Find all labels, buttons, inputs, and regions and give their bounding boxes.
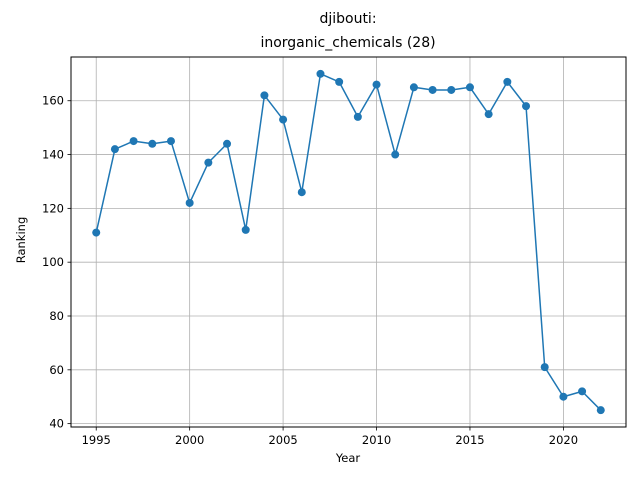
y-axis-ticks: 40 60 80 100 120 140 160 — [42, 94, 71, 431]
x-axis-label: Year — [335, 451, 361, 465]
data-point — [297, 188, 306, 197]
data-point — [166, 137, 175, 146]
data-point — [447, 85, 456, 94]
data-point — [391, 150, 400, 159]
data-point — [279, 115, 288, 124]
data-point — [559, 392, 568, 401]
data-point — [465, 83, 474, 92]
y-tick-label: 60 — [49, 363, 64, 377]
data-point — [596, 406, 605, 415]
data-point — [223, 139, 232, 148]
chart-title-line-1: djibouti: — [319, 11, 376, 27]
data-point — [129, 137, 138, 146]
grid-lines — [71, 57, 626, 427]
chart-title-line-2: inorganic_chemicals (28) — [260, 35, 435, 51]
data-series — [92, 69, 605, 415]
data-point — [148, 139, 157, 148]
data-point — [578, 387, 587, 396]
y-tick-label: 40 — [49, 417, 64, 431]
y-tick-label: 160 — [42, 94, 64, 108]
data-point — [353, 112, 362, 121]
plot-frame — [70, 56, 627, 428]
data-point — [110, 145, 119, 154]
data-point — [503, 77, 512, 86]
y-tick-label: 120 — [42, 201, 64, 215]
data-point — [260, 91, 269, 100]
data-point — [522, 102, 531, 111]
x-tick-label: 2015 — [455, 433, 484, 447]
x-tick-label: 2010 — [362, 433, 391, 447]
data-point — [316, 69, 325, 78]
y-tick-label: 100 — [42, 255, 64, 269]
data-point — [185, 198, 194, 207]
x-tick-label: 2000 — [175, 433, 204, 447]
data-point — [241, 225, 250, 234]
x-tick-label: 1995 — [82, 433, 111, 447]
series-line — [95, 73, 602, 411]
data-point — [92, 228, 101, 237]
y-axis-label: Ranking — [14, 217, 28, 264]
x-axis-ticks: 1995 2000 2005 2010 2015 2020 — [82, 427, 578, 447]
x-tick-label: 2005 — [268, 433, 297, 447]
data-point — [484, 110, 493, 119]
y-tick-label: 80 — [49, 309, 64, 323]
data-point — [409, 83, 418, 92]
y-tick-label: 140 — [42, 148, 64, 162]
data-point — [335, 77, 344, 86]
data-point — [204, 158, 213, 167]
data-point — [428, 85, 437, 94]
x-tick-label: 2020 — [549, 433, 578, 447]
data-point — [540, 363, 549, 372]
data-point — [372, 80, 381, 89]
